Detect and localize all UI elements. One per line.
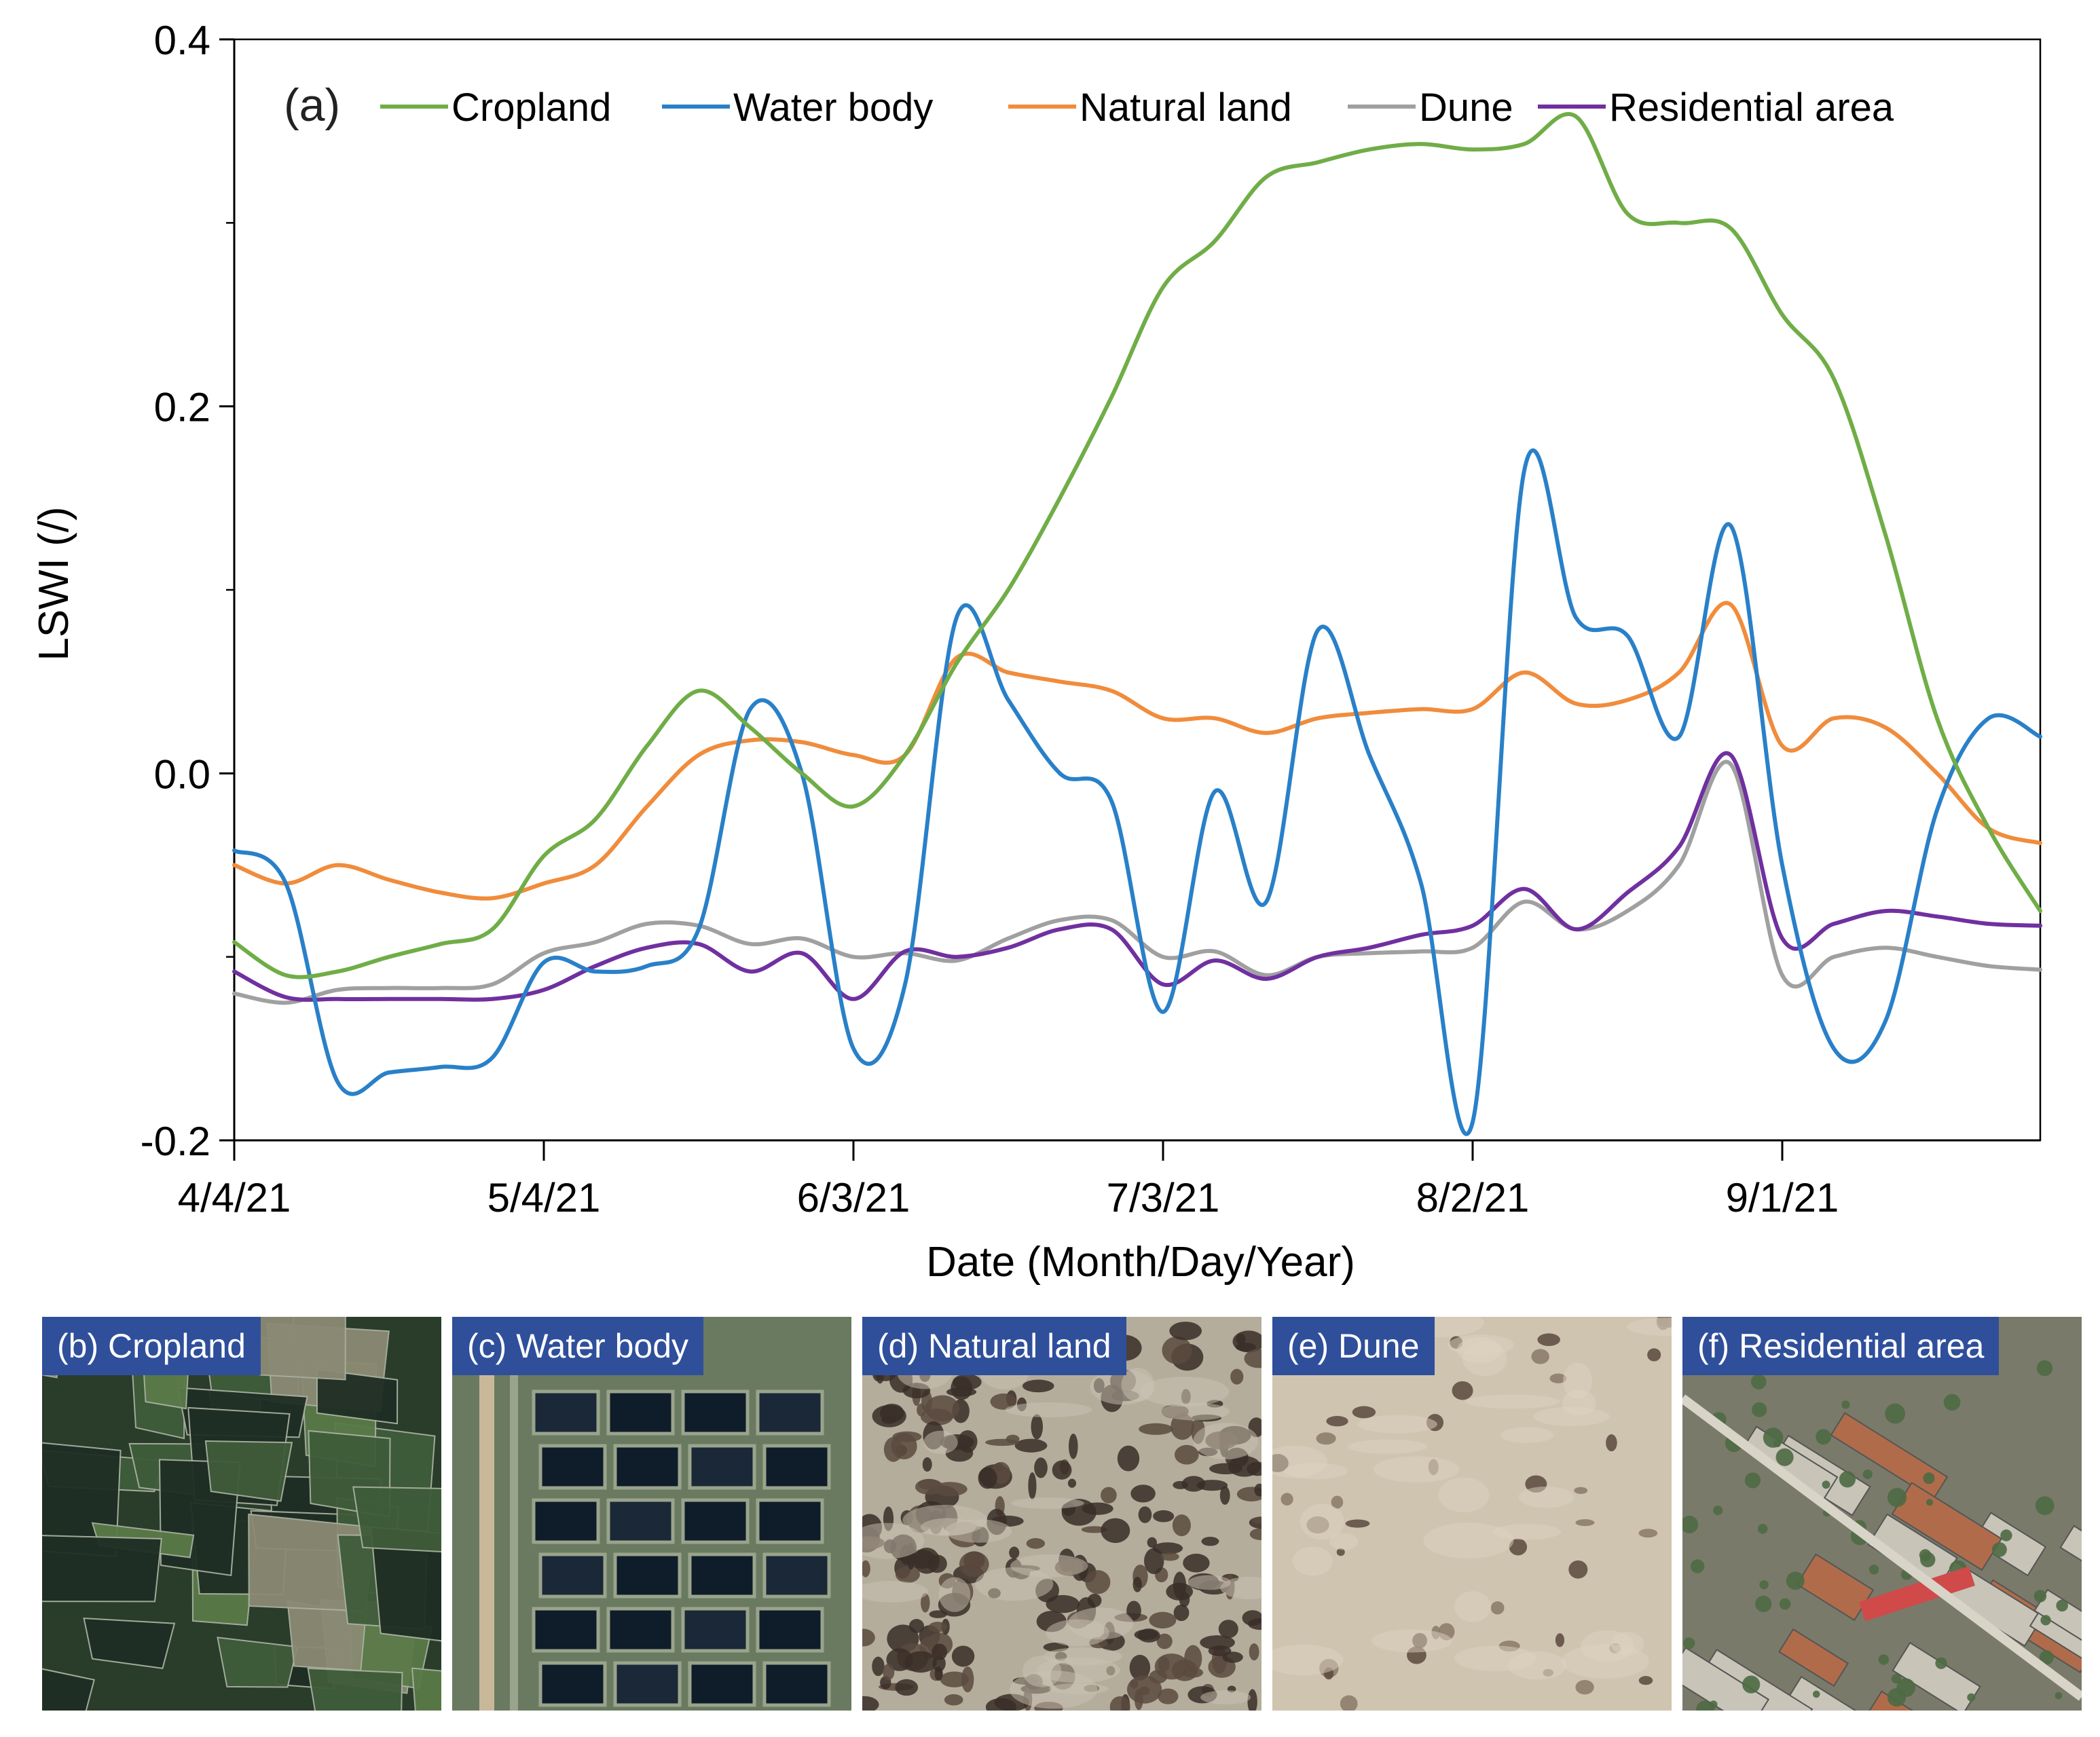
x-tick-label: 8/2/21 — [1416, 1175, 1530, 1220]
panel-natural-land-image: (d) Natural land — [862, 1317, 1261, 1711]
y-axis-title: LSWI (/) — [31, 506, 77, 660]
x-tick-label: 5/4/21 — [487, 1175, 601, 1220]
x-tick-label: 7/3/21 — [1107, 1175, 1220, 1220]
legend-label-residential-area: Residential area — [1609, 86, 1894, 130]
panel-water-body-image: (c) Water body — [452, 1317, 851, 1711]
panel-label-natural-land: (d) Natural land — [862, 1317, 1126, 1375]
legend-label-water-body: Water body — [733, 86, 933, 130]
legend-label-cropland: Cropland — [452, 86, 611, 130]
x-tick-label: 4/4/21 — [178, 1175, 291, 1220]
dune-satellite-image — [1272, 1317, 1672, 1711]
series-line-water-body — [232, 448, 2042, 1136]
series-line-cropland — [232, 112, 2042, 979]
panel-cropland-image: (b) Cropland — [42, 1317, 441, 1711]
legend-label-dune: Dune — [1419, 86, 1513, 130]
panel-label-residential-area: (f) Residential area — [1682, 1317, 2000, 1375]
legend-label-natural-land: Natural land — [1080, 86, 1292, 130]
cropland-satellite-image — [42, 1317, 441, 1711]
residential-area-satellite-image — [1682, 1317, 2082, 1711]
y-tick-label: 0.0 — [154, 751, 210, 797]
natural-land-satellite-image — [862, 1317, 1261, 1711]
plot-frame — [233, 38, 2042, 1142]
x-tick-label: 6/3/21 — [797, 1175, 910, 1220]
panel-residential-area-image: (f) Residential area — [1682, 1317, 2082, 1711]
series-line-residential-area — [232, 751, 2042, 1002]
x-axis-title: Date (Month/Day/Year) — [926, 1239, 1355, 1286]
panel-dune-image: (e) Dune — [1272, 1317, 1672, 1711]
panel-label-cropland: (b) Cropland — [42, 1317, 261, 1375]
y-tick-label: -0.2 — [141, 1119, 210, 1164]
series-line-dune — [232, 760, 2042, 1005]
panel-label-dune: (e) Dune — [1272, 1317, 1435, 1375]
y-tick-label: 0.4 — [154, 18, 210, 63]
x-tick-label: 9/1/21 — [1726, 1175, 1839, 1220]
lswi-line-chart: -0.2 0.0 0.2 0.4 4/4/21 5/4/21 6/3/21 7/3/21 8/2… — [31, 18, 2042, 1286]
series-line-natural-land — [232, 601, 2042, 901]
y-tick-label: 0.2 — [154, 385, 210, 430]
panel-label-water-body: (c) Water body — [452, 1317, 704, 1375]
water-body-satellite-image — [452, 1317, 851, 1711]
panel-a-label: (a) — [284, 79, 340, 131]
